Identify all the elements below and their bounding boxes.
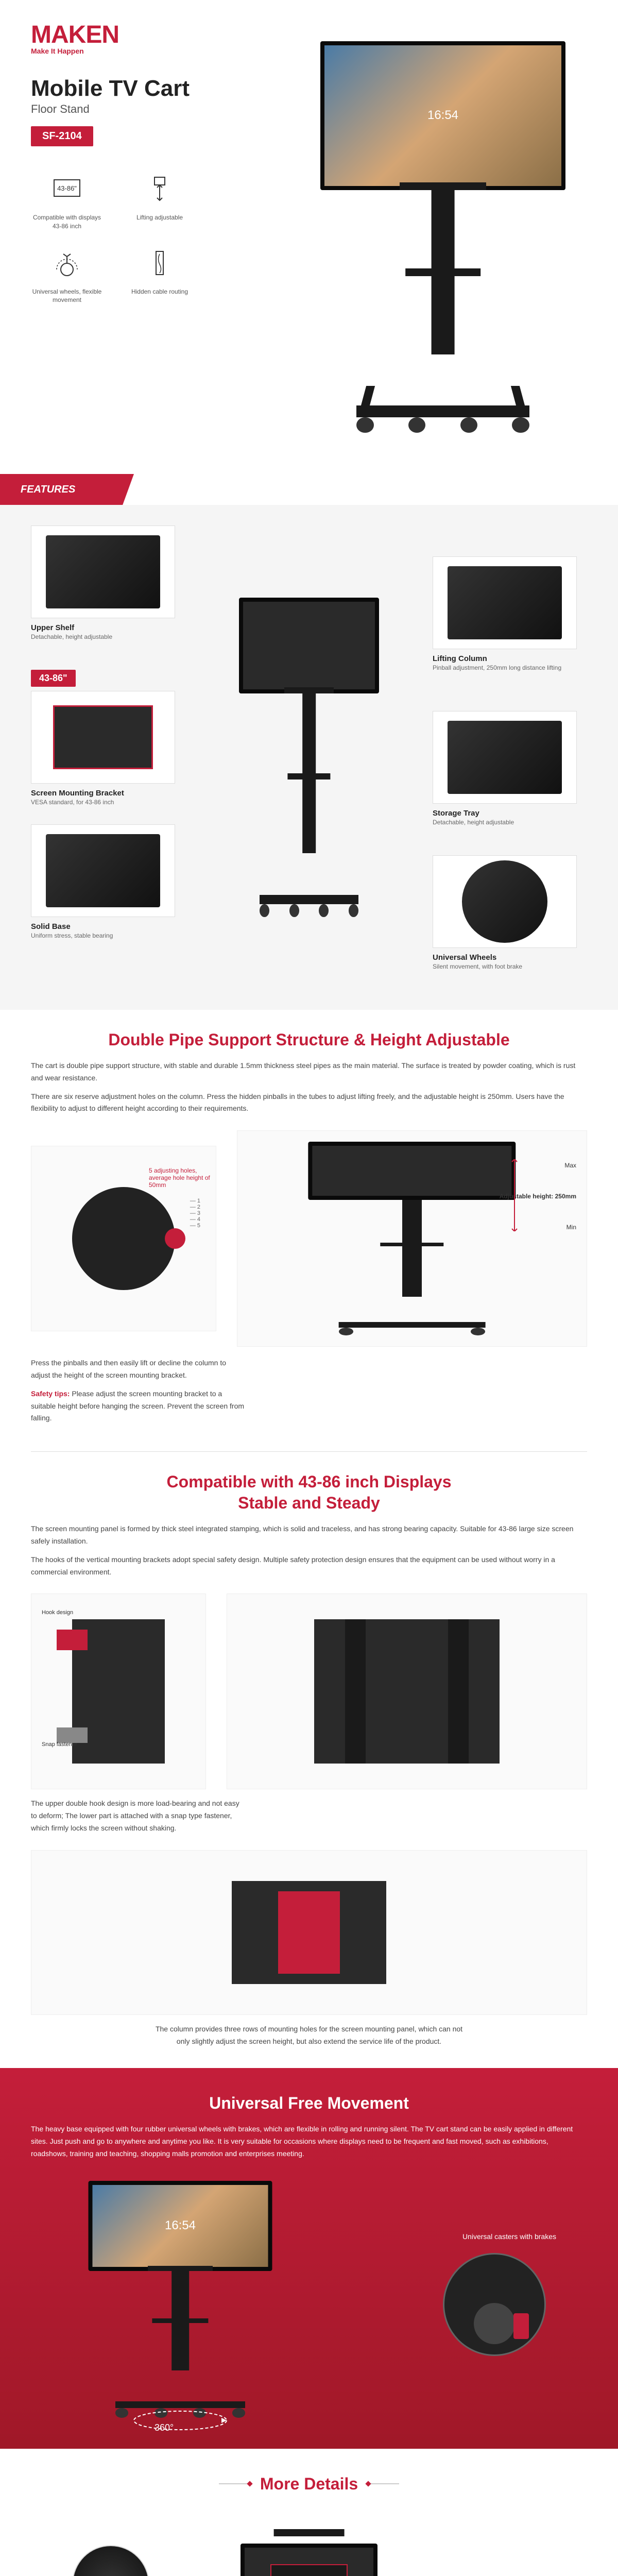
- feature-name: Solid Base: [31, 922, 185, 931]
- section-title: More Details: [260, 2475, 358, 2494]
- feature-image: [433, 711, 577, 804]
- features-section: Upper Shelf Detachable, height adjustabl…: [0, 505, 618, 1010]
- paragraph: The hooks of the vertical mounting brack…: [31, 1554, 587, 1579]
- diagram-row: 5 adjusting holes, average hole height o…: [31, 1130, 587, 1347]
- callout-holes: 5 adjusting holes, average hole height o…: [149, 1167, 211, 1189]
- flourish-right: [368, 2483, 399, 2484]
- safety-label: Safety tips:: [31, 1389, 70, 1398]
- feature-upper-shelf: Upper Shelf Detachable, height adjustabl…: [31, 526, 185, 640]
- section-title: Double Pipe Support Structure & Height A…: [31, 1030, 587, 1049]
- spec-size: 43-86" Compatible with displays 43-86 in…: [31, 172, 103, 231]
- detail-upper-shelf-img: [72, 2545, 149, 2576]
- model-badge: SF-2104: [31, 126, 93, 146]
- spec-label: Hidden cable routing: [124, 287, 196, 296]
- feature-column: Lifting Column Pinball adjustment, 250mm…: [433, 556, 587, 671]
- feature-image: [433, 556, 577, 649]
- rotation-label: 360°: [154, 2422, 174, 2433]
- hero-product-image: 16:54: [299, 41, 587, 433]
- rotation-icon: [129, 2408, 232, 2433]
- paragraph: The screen mounting panel is formed by t…: [31, 1523, 587, 1548]
- feature-tray: Storage Tray Detachable, height adjustab…: [433, 711, 587, 826]
- bracket-full: [227, 1594, 587, 1789]
- feature-desc: Detachable, height adjustable: [31, 633, 185, 640]
- section-title-2: Stable and Steady: [31, 1494, 587, 1513]
- details-layout: Upper shelf Place cameras, projectors, e…: [31, 2514, 587, 2576]
- feature-image: [433, 855, 577, 948]
- details-section: More Details: [0, 2449, 618, 2576]
- cable-icon: [142, 246, 178, 282]
- spec-lift: Lifting adjustable: [124, 172, 196, 231]
- feature-desc: Detachable, height adjustable: [433, 819, 587, 826]
- features-center-product: [227, 598, 391, 917]
- feature-desc: Uniform stress, stable bearing: [31, 932, 185, 939]
- spec-label: Compatible with displays 43-86 inch: [31, 213, 103, 231]
- max-label: Max: [564, 1162, 576, 1169]
- movement-section: Universal Free Movement The heavy base e…: [0, 2068, 618, 2448]
- feature-name: Lifting Column: [433, 654, 587, 663]
- flourish-left: [219, 2483, 250, 2484]
- hook-diagram-row: Hook design Snap fastener: [31, 1594, 587, 1789]
- caster-label: Universal casters with brakes: [462, 2232, 556, 2241]
- section-title-1: Compatible with 43-86 inch Displays: [31, 1472, 587, 1492]
- section-title: Universal Free Movement: [31, 2094, 587, 2113]
- safety-tip: Safety tips: Please adjust the screen mo…: [31, 1388, 247, 1425]
- feature-image: [31, 526, 175, 618]
- wheel-icon: [49, 246, 85, 282]
- spec-wheel: Universal wheels, flexible movement: [31, 246, 103, 305]
- details-product: [211, 2514, 407, 2576]
- paragraph: There are six reserve adjustment holes o…: [31, 1091, 587, 1115]
- hero-section: MAKEN Make It Happen Mobile TV Cart Floo…: [0, 0, 618, 474]
- spec-cable: Hidden cable routing: [124, 246, 196, 305]
- paragraph: The cart is double pipe support structur…: [31, 1060, 587, 1084]
- feature-wheels: Universal Wheels Silent movement, with f…: [433, 855, 587, 970]
- compat-section: Compatible with 43-86 inch Displays Stab…: [0, 1452, 618, 2068]
- spec-label: Universal wheels, flexible movement: [31, 287, 103, 305]
- hook-text: The upper double hook design is more loa…: [31, 1798, 247, 1834]
- paragraph: The heavy base equipped with four rubber…: [31, 2123, 587, 2160]
- feature-desc: Silent movement, with foot brake: [433, 963, 587, 970]
- min-label: Min: [566, 1224, 576, 1231]
- column-holes-diagram: [31, 1850, 587, 2015]
- size-badge: 43-86": [31, 670, 76, 687]
- feature-base: Solid Base Uniform stress, stable bearin…: [31, 824, 185, 939]
- snap-label: Snap fastener: [42, 1741, 77, 1748]
- feature-name: Upper Shelf: [31, 623, 185, 632]
- lift-icon: [142, 172, 178, 208]
- svg-text:43-86": 43-86": [57, 184, 77, 192]
- structure-section: Double Pipe Support Structure & Height A…: [0, 1010, 618, 1451]
- product-on-red: 16:54: [72, 2181, 288, 2418]
- feature-image: [31, 824, 175, 917]
- pinball-diagram: 5 adjusting holes, average hole height o…: [31, 1146, 216, 1331]
- hook-label: Hook design: [42, 1609, 73, 1616]
- feature-name: Storage Tray: [433, 809, 587, 818]
- hook-closeup: Hook design Snap fastener: [31, 1594, 206, 1789]
- spec-label: Lifting adjustable: [124, 213, 196, 222]
- title-flourish: More Details: [31, 2475, 587, 2494]
- movement-content: 16:54 360° Universal casters with brakes: [31, 2181, 587, 2428]
- feature-bracket: 43-86" Screen Mounting Bracket VESA stan…: [31, 670, 185, 806]
- instruction-text: Press the pinballs and then easily lift …: [31, 1357, 247, 1382]
- screen-time: 16:54: [93, 2185, 268, 2267]
- features-banner: FEATURES: [0, 474, 618, 505]
- features-title: FEATURES: [21, 484, 75, 496]
- feature-desc: Pinball adjustment, 250mm long distance …: [433, 664, 587, 671]
- feature-name: Screen Mounting Bracket: [31, 789, 185, 798]
- feature-desc: VESA standard, for 43-86 inch: [31, 799, 185, 806]
- height-diagram: Max Min Adjustable height: 250mm: [237, 1130, 587, 1347]
- feature-image: [31, 691, 175, 784]
- feature-name: Universal Wheels: [433, 953, 587, 962]
- screen-time: 16:54: [324, 45, 561, 186]
- column-text: The column provides three rows of mounti…: [154, 2023, 464, 2048]
- size-icon: 43-86": [49, 172, 85, 208]
- caster-closeup: [443, 2253, 546, 2356]
